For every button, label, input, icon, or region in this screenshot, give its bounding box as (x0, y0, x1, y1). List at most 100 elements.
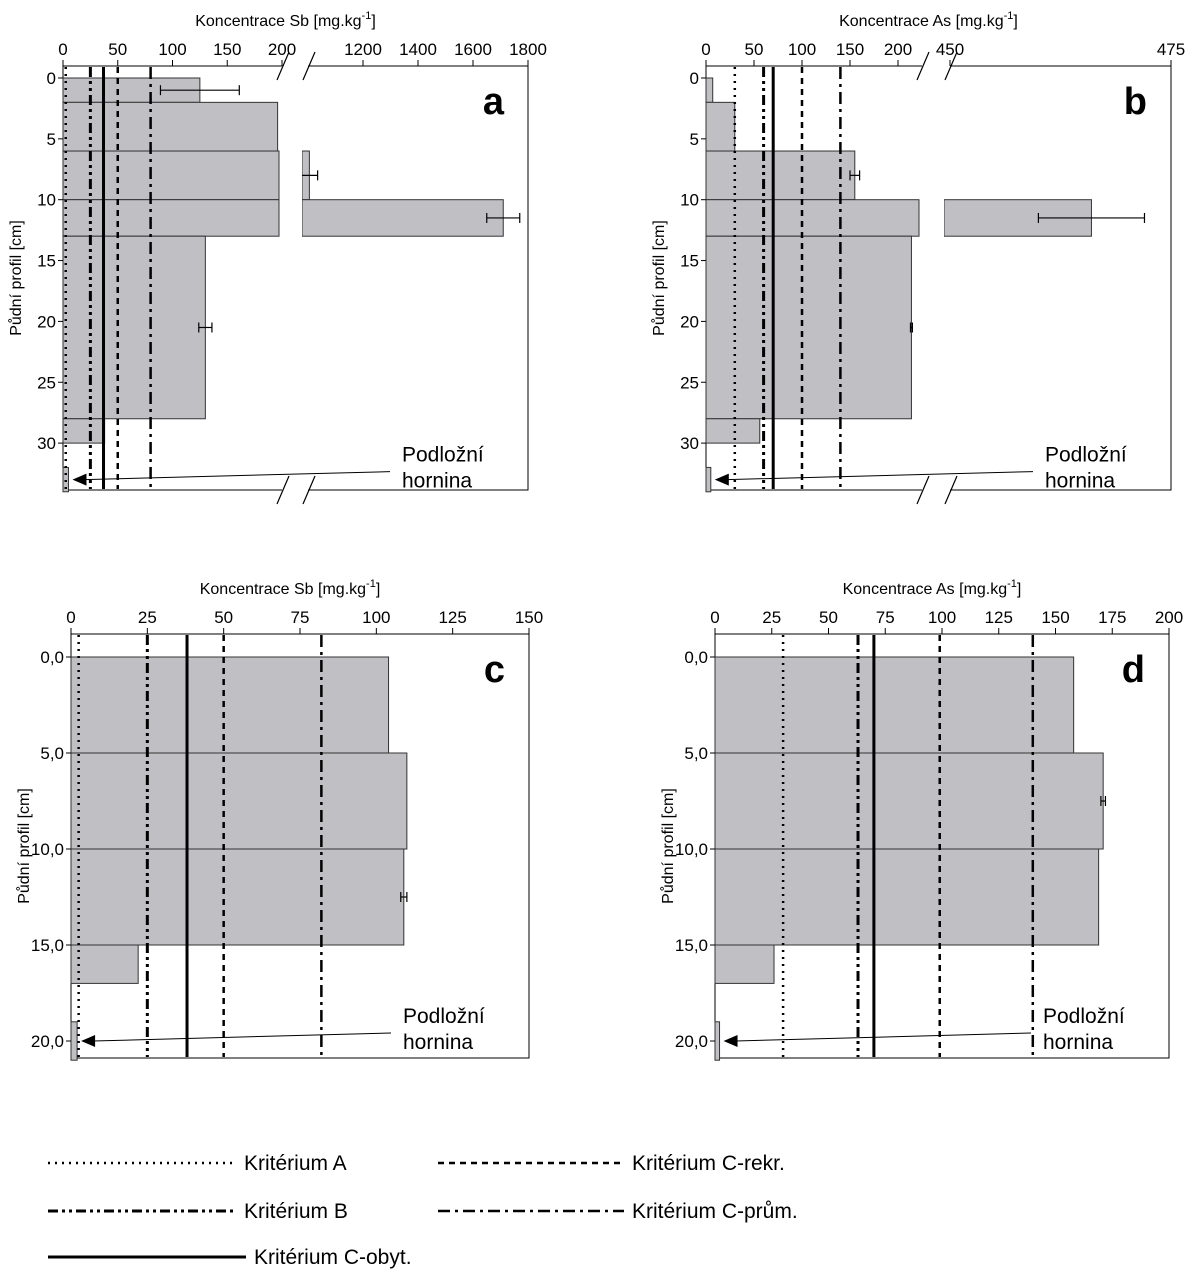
axis-break-mark (944, 51, 958, 81)
panel-a: 0 50 100 150 200 1200 1400 1600 1800 0 5 10 15 20 25 30… (7, 10, 547, 505)
x-tick-label: 150 (836, 40, 864, 59)
bar (62, 101, 279, 152)
legend-label: Kritérium C-obyt. (254, 1246, 412, 1269)
x-tick-label: 1400 (399, 40, 437, 59)
panel-letter: a (483, 81, 505, 123)
y-axis-title: Půdní profil [cm] (7, 220, 25, 336)
axis-break-mark (916, 51, 930, 81)
legend-label: Kritérium A (244, 1152, 347, 1175)
annotation-line1: Podložní (403, 1005, 485, 1028)
axis-break-mask (922, 64, 950, 68)
y-tick-label: 10,0 (31, 840, 64, 859)
x-tick-label: 75 (876, 608, 895, 627)
y-axis-title: Půdní profil [cm] (659, 788, 677, 904)
bar (301, 199, 504, 237)
y-tick-label: 15,0 (675, 936, 708, 955)
x-tick-label: 50 (108, 40, 127, 59)
bar (62, 418, 106, 444)
y-tick-label: 20 (37, 312, 56, 331)
y-tick-label: 0 (690, 69, 699, 88)
y-tick-label: 0 (47, 69, 56, 88)
x-tick-label: 50 (214, 608, 233, 627)
annotation-arrowhead (81, 1035, 96, 1047)
y-tick-label: 10 (680, 191, 699, 210)
x-tick-label: 200 (1155, 608, 1183, 627)
y-tick-label: 25 (680, 373, 699, 392)
y-tick-label: 5,0 (684, 744, 708, 763)
bar (714, 656, 1075, 754)
axis-break-mark (944, 475, 958, 505)
y-tick-label: 10 (37, 191, 56, 210)
bar (70, 752, 408, 850)
bar (714, 752, 1104, 850)
x-tick-label: 200 (268, 40, 296, 59)
x-tick-label: 175 (1098, 608, 1126, 627)
x-axis-title: Koncentrace As [mg.kg-1] (839, 10, 1018, 30)
bar (62, 199, 280, 237)
bar (70, 944, 139, 984)
annotation-line2: hornina (403, 1031, 473, 1054)
x-tick-label: 50 (745, 40, 764, 59)
axis-break-mask (282, 64, 308, 68)
panel-letter: b (1124, 81, 1147, 123)
x-tick-label: 150 (213, 40, 241, 59)
y-tick-label: 0,0 (684, 648, 708, 667)
axis-break-gap (922, 67, 944, 489)
y-tick-label: 25 (37, 373, 56, 392)
bar (62, 150, 280, 201)
annotation-arrow-line (735, 1032, 1032, 1042)
legend-label: Kritérium C-prům. (632, 1200, 798, 1223)
axis-break-mark (276, 51, 290, 81)
axis-break-mark (276, 475, 290, 505)
x-axis-title-sup: -1 (1007, 578, 1017, 590)
bar (70, 1021, 78, 1061)
axis-break-mask (922, 488, 950, 492)
bar (705, 418, 761, 444)
x-axis-title: Koncentrace Sb [mg.kg-1] (200, 578, 381, 598)
axis-break-mask (282, 488, 308, 492)
x-axis-title-sup: -1 (362, 10, 372, 22)
y-axis-title: Půdní profil [cm] (15, 788, 33, 904)
bar (70, 656, 390, 754)
bar (705, 235, 912, 420)
bar (714, 1021, 721, 1061)
x-axis-title-end: ] (376, 581, 380, 598)
y-tick-label: 5,0 (40, 744, 64, 763)
y-tick-label: 5 (690, 130, 699, 149)
annotation-arrow-line (726, 471, 1034, 481)
x-axis-title-main: Koncentrace As [mg.kg (843, 581, 1008, 598)
x-axis-title-end: ] (1013, 13, 1017, 30)
y-tick-label: 15 (37, 252, 56, 271)
x-tick-label: 1200 (344, 40, 382, 59)
x-axis-title-end: ] (371, 13, 375, 30)
x-tick-label: 25 (138, 608, 157, 627)
x-tick-label: 450 (936, 40, 964, 59)
x-tick-label: 125 (985, 608, 1013, 627)
annotation-line1: Podložní (1043, 1005, 1125, 1028)
annotation-line2: hornina (402, 470, 472, 493)
annotation-arrowhead (72, 473, 87, 486)
bar (705, 101, 736, 152)
y-tick-label: 20,0 (675, 1032, 708, 1051)
x-tick-label: 1600 (454, 40, 492, 59)
x-tick-label: 475 (1157, 40, 1185, 59)
axis-break-mark (302, 51, 316, 81)
x-tick-label: 0 (701, 40, 710, 59)
axis-break-mark (916, 475, 930, 505)
x-axis-title: Koncentrace As [mg.kg-1] (843, 578, 1022, 598)
panel-d: 0 25 50 75 100 125 150 175 200 0,0 5,0 10,0 15,0 20,0… (659, 578, 1183, 1061)
x-tick-label: 150 (1041, 608, 1069, 627)
axis-break-mark (302, 475, 316, 505)
legend: Kritérium A Kritérium C-rekr. Kritérium B K… (48, 1152, 798, 1269)
x-tick-label: 0 (66, 608, 75, 627)
annotation-line1: Podložní (1045, 444, 1127, 467)
bar (70, 848, 405, 946)
annotation-line2: hornina (1045, 470, 1115, 493)
x-tick-label: 100 (362, 608, 390, 627)
annotation-line1: Podložní (402, 444, 484, 467)
y-tick-label: 0,0 (40, 648, 64, 667)
annotation-arrow-line (93, 1032, 392, 1042)
x-axis-title: Koncentrace Sb [mg.kg-1] (195, 10, 376, 30)
x-tick-label: 200 (884, 40, 912, 59)
